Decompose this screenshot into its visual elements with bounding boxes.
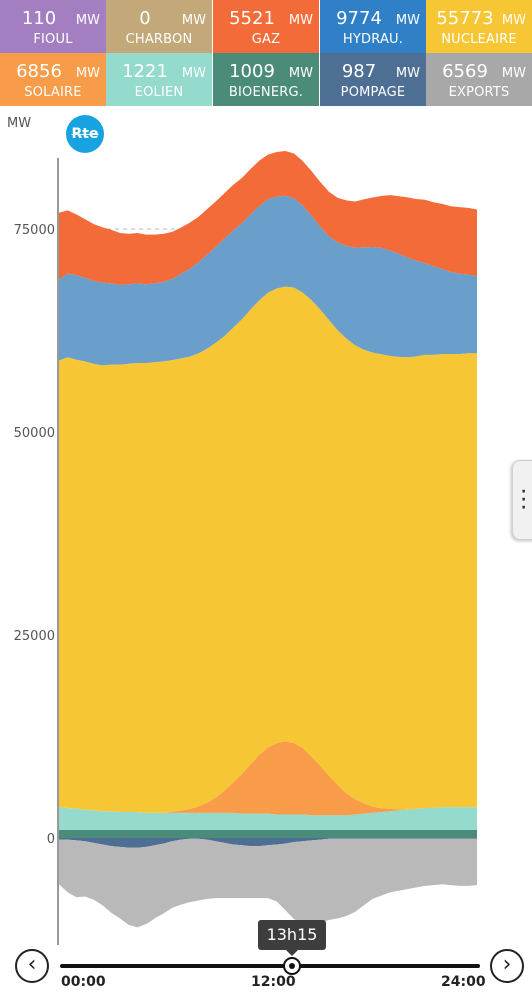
- chevron-left-icon: ‹: [27, 952, 37, 977]
- tile-value: 1221: [122, 61, 168, 82]
- tile-pompage[interactable]: 987 MW POMPAGE: [320, 53, 426, 106]
- tile-name: NUCLEAIRE: [441, 32, 517, 47]
- tile-name: BIOENERG.: [228, 85, 304, 100]
- vertical-dots-icon: · · ·: [521, 484, 527, 516]
- tile-exports[interactable]: 6569 MW EXPORTS: [426, 53, 532, 106]
- next-day-button[interactable]: ›: [490, 949, 524, 983]
- slider-label-mid: 12:00: [251, 974, 296, 990]
- tile-bioenerg[interactable]: 1009 MW BIOENERG.: [213, 53, 319, 106]
- tile-name: FIOUL: [33, 32, 73, 47]
- slider-label-start: 00:00: [61, 974, 106, 990]
- tile-unit: MW: [288, 66, 313, 81]
- previous-day-button[interactable]: ‹: [15, 949, 49, 983]
- energy-mix-chart: 0 25000 50000 75000: [14, 151, 477, 945]
- series-area-hydrau: [59, 195, 477, 366]
- tile-unit: MW: [75, 66, 100, 81]
- tile-value: 1009: [229, 61, 275, 82]
- tile-charbon[interactable]: 0 MW CHARBON: [106, 0, 212, 53]
- tile-solaire[interactable]: 6856 MW SOLAIRE: [0, 53, 106, 106]
- tile-name: HYDRAU.: [342, 32, 404, 47]
- tile-value: 9774: [336, 8, 382, 29]
- tile-eolien[interactable]: 1221 MW EOLIEN: [106, 53, 212, 106]
- y-tick-label-75000: 75000: [14, 223, 55, 238]
- tile-unit: MW: [395, 13, 420, 28]
- tile-gaz[interactable]: 5521 MW GAZ: [213, 0, 319, 53]
- tile-unit: MW: [75, 13, 100, 28]
- tile-value: 110: [21, 8, 57, 29]
- series-area-bioenerg: [59, 829, 477, 838]
- side-menu-handle[interactable]: · · ·: [512, 460, 532, 540]
- tile-fioul[interactable]: 110 MW FIOUL: [0, 0, 106, 53]
- y-unit-label: MW: [7, 116, 32, 131]
- tile-hydrau[interactable]: 9774 MW HYDRAU.: [320, 0, 426, 53]
- series-area-exports: [59, 838, 477, 928]
- tile-unit: MW: [501, 13, 526, 28]
- time-slider-thumb[interactable]: [283, 957, 301, 975]
- tile-value: 6569: [442, 61, 488, 82]
- tile-unit: MW: [395, 66, 420, 81]
- y-tick-label-0: 0: [47, 832, 55, 847]
- time-slider-track[interactable]: [60, 964, 480, 968]
- series-area-solaire: [59, 741, 477, 816]
- tile-value: 55773: [436, 8, 494, 29]
- tile-unit: MW: [181, 66, 206, 81]
- tile-unit: MW: [501, 66, 526, 81]
- chevron-right-icon: ›: [502, 952, 512, 977]
- tile-unit: MW: [181, 13, 206, 28]
- tile-name: GAZ: [251, 32, 281, 47]
- production-tiles: 110 MW FIOUL 0 MW CHARBON 5521 MW GAZ 9774 MW HY…: [0, 0, 532, 106]
- tile-value: 6856: [16, 61, 62, 82]
- y-tick-label-25000: 25000: [14, 629, 55, 644]
- series-area-nucleaire: [59, 286, 477, 813]
- y-tick-label-50000: 50000: [14, 426, 55, 441]
- tile-nucleaire[interactable]: 55773 MW NUCLEAIRE: [426, 0, 532, 53]
- tile-name: CHARBON: [125, 32, 193, 47]
- tile-name: EOLIEN: [134, 85, 184, 100]
- series-area-pompage: [59, 838, 477, 848]
- tile-value: 0: [139, 8, 151, 29]
- tile-name: EXPORTS: [448, 85, 510, 100]
- tile-value: 5521: [229, 8, 275, 29]
- rte-logo: Rte: [66, 115, 104, 153]
- tile-value: 987: [341, 61, 377, 82]
- series-area-gaz: [59, 151, 477, 286]
- slider-label-end: 24:00: [441, 974, 486, 990]
- tile-name: SOLAIRE: [24, 85, 82, 100]
- current-time-bubble: 13h15: [258, 920, 326, 956]
- tile-unit: MW: [288, 13, 313, 28]
- rte-logo-text: Rte: [71, 126, 99, 142]
- tile-name: POMPAGE: [340, 85, 406, 100]
